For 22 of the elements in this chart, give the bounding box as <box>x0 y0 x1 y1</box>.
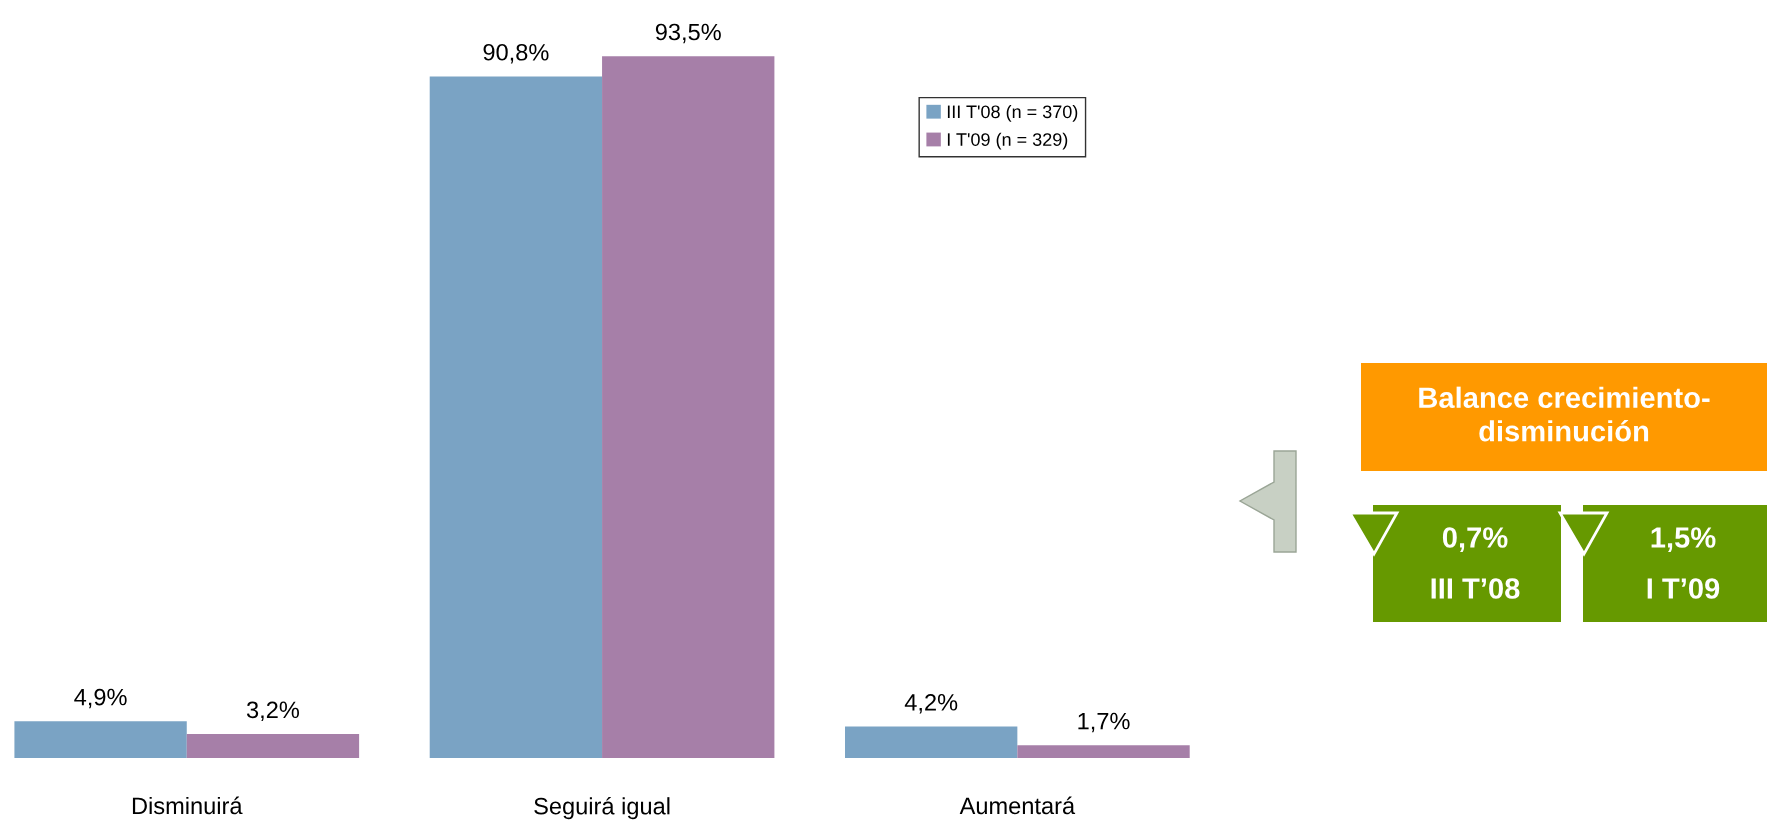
x-tick-label: Seguirá igual <box>534 796 670 820</box>
data-label: 90,8% <box>483 43 549 64</box>
text: Balance crecimiento-disminución <box>1419 386 1710 442</box>
bar <box>602 56 775 758</box>
data-label: 3,2% <box>246 701 300 721</box>
data-label: 4,9% <box>74 688 127 709</box>
bar <box>186 733 360 758</box>
x-tick-label: Aumentará <box>959 796 1076 815</box>
data-label: 4,2% <box>904 693 958 714</box>
text: III T’08 <box>1431 578 1520 599</box>
legend-label: III T'08 (n = 370) <box>947 104 1078 122</box>
data-label: 93,5% <box>655 23 721 44</box>
text: I T’09 <box>1647 578 1720 599</box>
bar <box>429 76 603 758</box>
text: 1,5% <box>1651 527 1716 553</box>
text: 0,7% <box>1442 527 1508 553</box>
bar <box>1017 745 1190 758</box>
bar <box>14 721 187 758</box>
legend-label: I T'09 (n = 329) <box>947 132 1068 150</box>
bar <box>845 726 1018 758</box>
x-tick-label: Disminuirá <box>132 796 243 815</box>
data-label: 1,7% <box>1078 712 1130 733</box>
